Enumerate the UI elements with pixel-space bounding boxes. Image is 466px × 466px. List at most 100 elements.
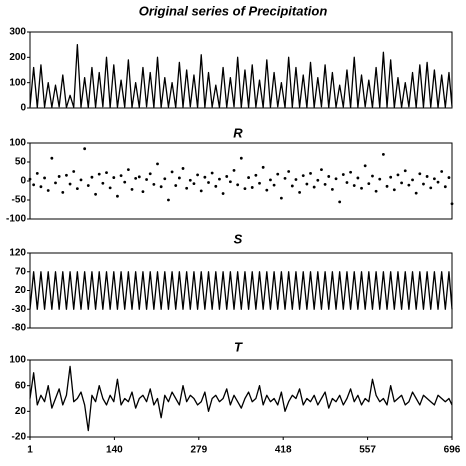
point [170, 170, 174, 174]
point [400, 181, 404, 185]
point [330, 187, 334, 191]
point [185, 186, 189, 190]
point [105, 171, 108, 175]
point [418, 172, 422, 176]
point [312, 185, 316, 189]
point [134, 176, 138, 180]
point [294, 178, 298, 181]
point [443, 185, 447, 189]
point [305, 182, 309, 186]
point [83, 147, 87, 151]
point [97, 172, 101, 176]
x-tick-label: 140 [106, 445, 123, 456]
point [145, 178, 148, 181]
y-tick-label: 0 [20, 103, 26, 114]
point [265, 188, 269, 192]
y-tick-label: -80 [12, 323, 27, 334]
point [39, 185, 43, 189]
point [309, 172, 312, 175]
point [371, 174, 374, 178]
point [188, 178, 192, 182]
point [381, 153, 385, 156]
point [72, 170, 76, 173]
y-tick-label: -30 [12, 304, 27, 315]
point [181, 167, 185, 170]
point [130, 187, 134, 191]
point [192, 182, 196, 186]
point [276, 172, 280, 176]
x-tick-label: 557 [359, 445, 376, 456]
point [345, 181, 349, 184]
y-tick-label: -20 [12, 432, 27, 443]
point [403, 169, 407, 173]
point [57, 175, 61, 178]
point [137, 175, 141, 179]
point [374, 189, 378, 193]
series-line [29, 365, 453, 432]
point [436, 180, 440, 184]
point [279, 196, 283, 200]
series-line [29, 44, 453, 109]
y-tick-label: 100 [9, 138, 26, 149]
point [108, 186, 112, 190]
point [425, 175, 429, 178]
point [250, 186, 254, 189]
point [75, 187, 79, 191]
point [301, 174, 305, 178]
y-tick-label: 100 [9, 355, 26, 366]
point [159, 185, 163, 189]
point [298, 191, 301, 194]
y-tick-label: 20 [15, 406, 27, 417]
point [290, 184, 294, 188]
point [338, 200, 342, 204]
panel-title: R [233, 125, 243, 140]
panel-title: T [234, 339, 243, 354]
x-tick-label: 279 [190, 445, 207, 456]
point [378, 177, 382, 181]
point [50, 156, 54, 160]
point [119, 174, 123, 178]
point [148, 172, 152, 176]
point [447, 176, 451, 179]
point [163, 177, 167, 181]
point [61, 191, 65, 194]
point [247, 176, 250, 179]
point [236, 183, 240, 187]
y-tick-label: 60 [15, 380, 27, 391]
panel-title: S [234, 231, 243, 246]
point [396, 173, 400, 177]
point [429, 186, 433, 190]
y-tick-label: 50 [15, 157, 27, 168]
point [422, 182, 425, 186]
point [323, 183, 327, 186]
point [239, 156, 243, 160]
y-tick-label: -100 [6, 214, 26, 225]
point [360, 186, 363, 190]
point [152, 183, 156, 186]
point [214, 184, 218, 188]
point [79, 178, 83, 182]
point [385, 184, 389, 188]
point [123, 180, 127, 184]
point [116, 194, 119, 198]
point [254, 173, 258, 177]
y-tick-label: 100 [9, 77, 26, 88]
point [407, 183, 411, 187]
point [258, 181, 261, 185]
point [225, 175, 229, 178]
point [65, 173, 68, 177]
y-tick-label: 200 [9, 52, 26, 63]
point [177, 176, 181, 180]
point [389, 175, 393, 179]
x-tick-label: 418 [275, 445, 292, 456]
y-tick-label: 300 [9, 27, 26, 38]
x-tick-label: 1 [27, 445, 33, 456]
point [126, 168, 130, 172]
point [86, 184, 90, 187]
plot-frame [29, 31, 453, 109]
point [112, 176, 116, 179]
point [356, 176, 360, 180]
y-tick-label: 0 [20, 176, 26, 187]
point [316, 178, 320, 182]
